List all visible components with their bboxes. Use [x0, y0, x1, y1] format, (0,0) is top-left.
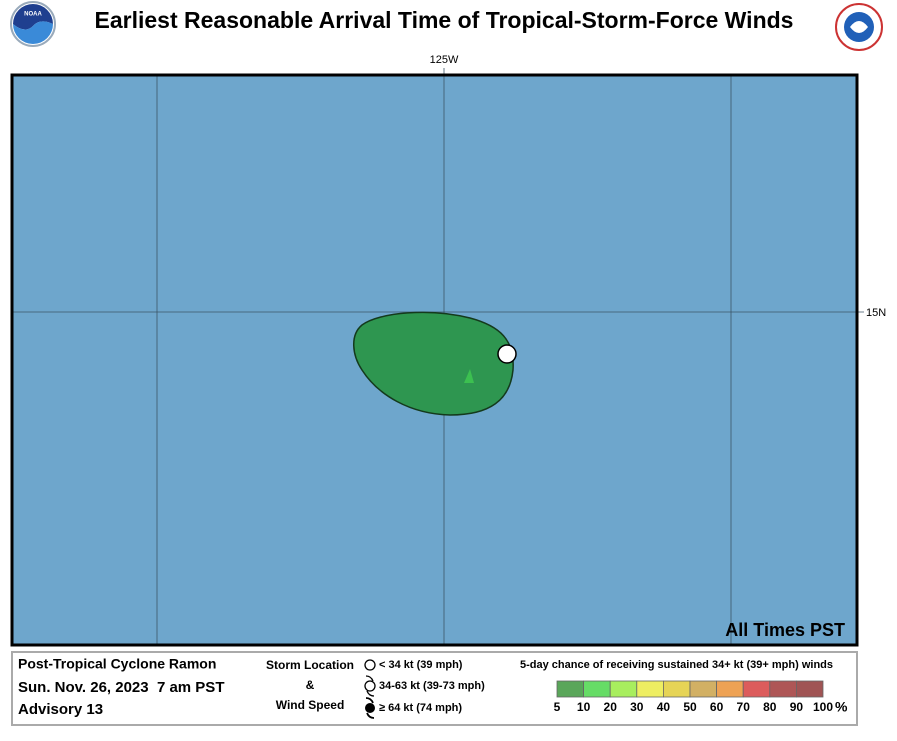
prob-label: 70: [737, 700, 751, 714]
storm-location: [497, 344, 517, 364]
storm-name: Post-Tropical Cyclone Ramon: [18, 656, 216, 672]
prob-swatch: [663, 680, 691, 698]
prob-label: 40: [657, 700, 671, 714]
svg-text:NOAA: NOAA: [24, 12, 42, 18]
prob-key: 5 10 20 30 40 50 60 70 80 90 100%: [554, 680, 848, 715]
prob-swatch: [742, 680, 771, 698]
prob-label: 10: [577, 700, 591, 714]
title: Earliest Reasonable Arrival Time of Trop…: [95, 7, 794, 33]
prob-label: 20: [604, 700, 618, 714]
swath-highlight: [464, 369, 474, 383]
advisory-time: Sun. Nov. 26, 2023 7 am PST: [18, 679, 224, 696]
map-frame: [10, 73, 859, 647]
prob-label: 90: [790, 700, 804, 714]
prob-label: 60: [710, 700, 724, 714]
lat-label: 15N: [866, 307, 886, 319]
key-heading: &: [306, 678, 315, 692]
prob-label: 50: [683, 700, 697, 714]
symbol-weak: [364, 659, 376, 671]
prob-unit: %: [835, 699, 848, 715]
prob-swatch: [636, 680, 664, 698]
prob-swatch: [689, 680, 718, 698]
nws-logo: [835, 3, 883, 51]
time-note: All Times PST: [725, 620, 845, 640]
symbol-ts: [364, 675, 376, 697]
prob-label: 80: [763, 700, 777, 714]
key-item: 34-63 kt (39-73 mph): [379, 680, 485, 692]
prob-label: 5: [554, 700, 561, 714]
symbol-hurricane: [365, 697, 375, 719]
prob-swatch: [583, 680, 611, 698]
key-heading: Wind Speed: [276, 698, 345, 712]
prob-swatch: [556, 680, 585, 698]
noaa-logo: NOAA: [10, 1, 56, 47]
advisory-number: Advisory 13: [18, 701, 103, 718]
key-item: < 34 kt (39 mph): [379, 659, 463, 671]
key-item: ≥ 64 kt (74 mph): [379, 702, 462, 714]
prob-swatch: [716, 680, 744, 698]
prob-swatch: [609, 680, 638, 698]
key-heading: Storm Location: [266, 658, 354, 672]
footer-panel: [11, 651, 858, 726]
prob-swatch: [769, 680, 797, 698]
prob-title: 5-day chance of receiving sustained 34+ …: [520, 659, 833, 671]
prob-label: 100: [813, 700, 833, 714]
lon-label: 125W: [430, 54, 459, 66]
prob-label: 30: [630, 700, 644, 714]
prob-swatch: [796, 680, 824, 698]
wind-swath: [353, 311, 514, 416]
